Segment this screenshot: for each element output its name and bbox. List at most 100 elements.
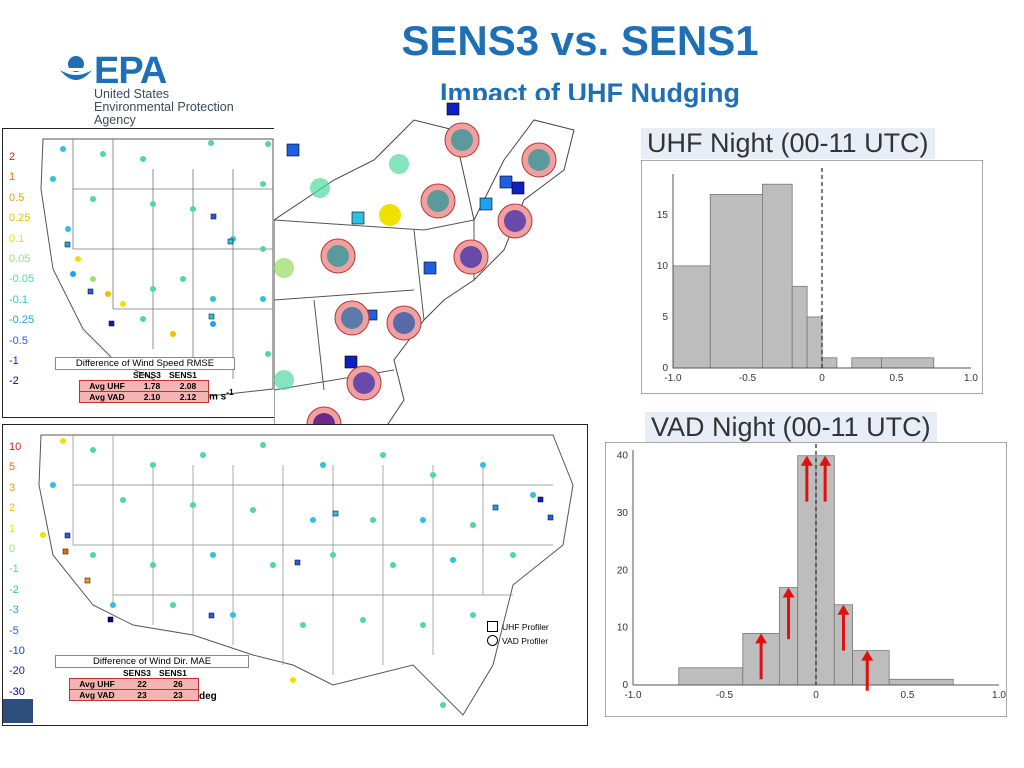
uhf-sens1-value: 2.08	[179, 381, 197, 391]
epa-logo: EPA United States Environmental Protecti…	[58, 50, 258, 127]
x-tick-label: -1.0	[664, 373, 682, 384]
units-exponent: -1	[226, 387, 234, 397]
y-tick-label: 0	[662, 363, 668, 374]
col-sens1: SENS1	[159, 668, 187, 678]
col-sens3: SENS3	[123, 668, 151, 678]
histogram-bar	[762, 183, 793, 369]
x-tick-label: 0	[813, 690, 819, 701]
uhf-sens3-value: 1.78	[143, 381, 161, 391]
legend-item: 0.5	[9, 191, 25, 204]
x-tick-label: 0	[819, 373, 825, 384]
red-arrow-head	[819, 455, 832, 466]
x-tick-label: -0.5	[716, 690, 734, 701]
uhf-histogram: -1.0 -0.5 0 0.5 1.0 0 5 10 15	[641, 160, 983, 394]
legend-item: 0	[9, 543, 16, 556]
wind-speed-map: 2 1 0.5 0.25 0.1 0.05 -0.05 -0.1 -0.25 -0.5 -1 -2 D…	[2, 128, 276, 418]
wind-direction-legend: 10 5 3 2 1 0 -1 -2 -3 -5 -10 -20 -30	[9, 437, 25, 702]
x-tick-label: 0.5	[901, 690, 915, 701]
square-icon	[487, 621, 498, 632]
x-tick-label: -0.5	[739, 373, 757, 384]
legend-item: -2	[9, 583, 19, 596]
legend-item: -1	[9, 563, 19, 576]
legend-item: -20	[9, 665, 25, 678]
legend-item: 1	[9, 171, 16, 184]
west-us-map-top	[40, 138, 274, 400]
histogram-bar	[672, 265, 711, 369]
legend-item: -10	[9, 645, 25, 658]
y-tick-label: 0	[622, 680, 628, 691]
legend-item: -30	[9, 685, 25, 698]
wind-speed-units: m s-1	[209, 387, 234, 402]
vad-chart-title: VAD Night (00-11 UTC)	[645, 412, 937, 443]
legend-item: 3	[9, 481, 16, 494]
histogram-bar	[806, 316, 823, 369]
vad-sens1-value: 23	[173, 690, 183, 700]
legend-item: 2	[9, 151, 16, 163]
red-arrow-head	[800, 455, 813, 466]
epa-line3: Agency	[94, 113, 136, 127]
epa-line1: United States	[94, 87, 170, 101]
uhf-chart-title: UHF Night (00-11 UTC)	[641, 128, 935, 159]
legend-item: 0.25	[9, 212, 31, 225]
row-avg-uhf: Avg UHF	[79, 679, 115, 689]
histogram-bar	[821, 357, 838, 369]
profiler-key: UHF Profiler VAD Profiler	[487, 621, 549, 646]
histogram-bar	[881, 357, 935, 369]
legend-item: 1	[9, 522, 16, 535]
corner-block	[3, 699, 33, 723]
x-tick-label: 0.5	[890, 373, 904, 384]
northeast-map	[273, 102, 575, 460]
x-tick-label: 1.0	[992, 690, 1006, 701]
x-tick-label: 1.0	[964, 373, 978, 384]
histogram-bar	[852, 650, 890, 686]
red-arrow-head	[782, 587, 795, 598]
legend-item: 0.05	[9, 253, 31, 266]
y-tick-label: 20	[617, 565, 629, 576]
vad-sens3-value: 2.10	[143, 392, 161, 402]
epa-line2: Environmental Protection	[94, 100, 234, 114]
legend-item: 5	[9, 461, 16, 474]
station-dots-bottom	[40, 438, 554, 708]
histogram-bar	[888, 678, 954, 686]
legend-item: -5	[9, 624, 19, 637]
vad-histogram: -1.0 -0.5 0 0.5 1.0 0 10 20 30 40	[605, 442, 1007, 717]
slide-title: SENS3 vs. SENS1	[401, 17, 759, 64]
wind-direction-caption: Difference of Wind Dir. MAE	[55, 655, 249, 668]
y-tick-label: 30	[617, 508, 629, 519]
histogram-bar	[678, 667, 744, 686]
row-avg-uhf: Avg UHF	[89, 381, 125, 391]
legend-item: -3	[9, 604, 19, 617]
wind-speed-legend: 2 1 0.5 0.25 0.1 0.05 -0.05 -0.1 -0.25 -0.5 -1 -2	[9, 147, 34, 392]
legend-item: 0.1	[9, 232, 25, 245]
us-map-bottom	[38, 434, 574, 716]
histogram-bar	[791, 285, 808, 369]
vad-sens3-value: 23	[137, 690, 147, 700]
col-sens1: SENS1	[169, 370, 197, 380]
uhf-profiler-label: UHF Profiler	[502, 621, 549, 632]
y-tick-label: 5	[662, 312, 668, 323]
red-arrow-head	[837, 604, 850, 615]
epa-flower-icon	[60, 56, 92, 80]
station-dots-top	[50, 140, 271, 357]
vad-profiler-label: VAD Profiler	[502, 635, 549, 646]
row-avg-vad: Avg VAD	[79, 690, 115, 700]
x-tick-label: -1.0	[624, 690, 642, 701]
histogram-bar	[851, 357, 883, 369]
legend-item: -2	[9, 375, 19, 388]
histogram-bar	[709, 194, 763, 369]
legend-item: -1	[9, 355, 19, 368]
wind-direction-map: 10 5 3 2 1 0 -1 -2 -3 -5 -10 -20 -30 Difference of W…	[2, 424, 588, 726]
legend-item: -0.25	[9, 314, 35, 327]
northeast-inset	[273, 100, 584, 460]
wind-speed-stats: SENS3 SENS1 Avg UHF 1.78 2.08 Avg VAD 2.10 2.…	[79, 370, 209, 403]
circle-icon	[487, 635, 498, 646]
wind-direction-units: deg	[199, 691, 217, 702]
red-arrow-head	[861, 650, 874, 661]
legend-item: -0.1	[9, 293, 28, 306]
y-tick-label: 15	[657, 210, 669, 221]
red-arrow-head	[755, 633, 768, 644]
y-tick-label: 40	[617, 451, 629, 462]
legend-item: 10	[9, 441, 22, 453]
units-base: m s	[209, 391, 227, 403]
legend-item: -0.05	[9, 273, 35, 286]
